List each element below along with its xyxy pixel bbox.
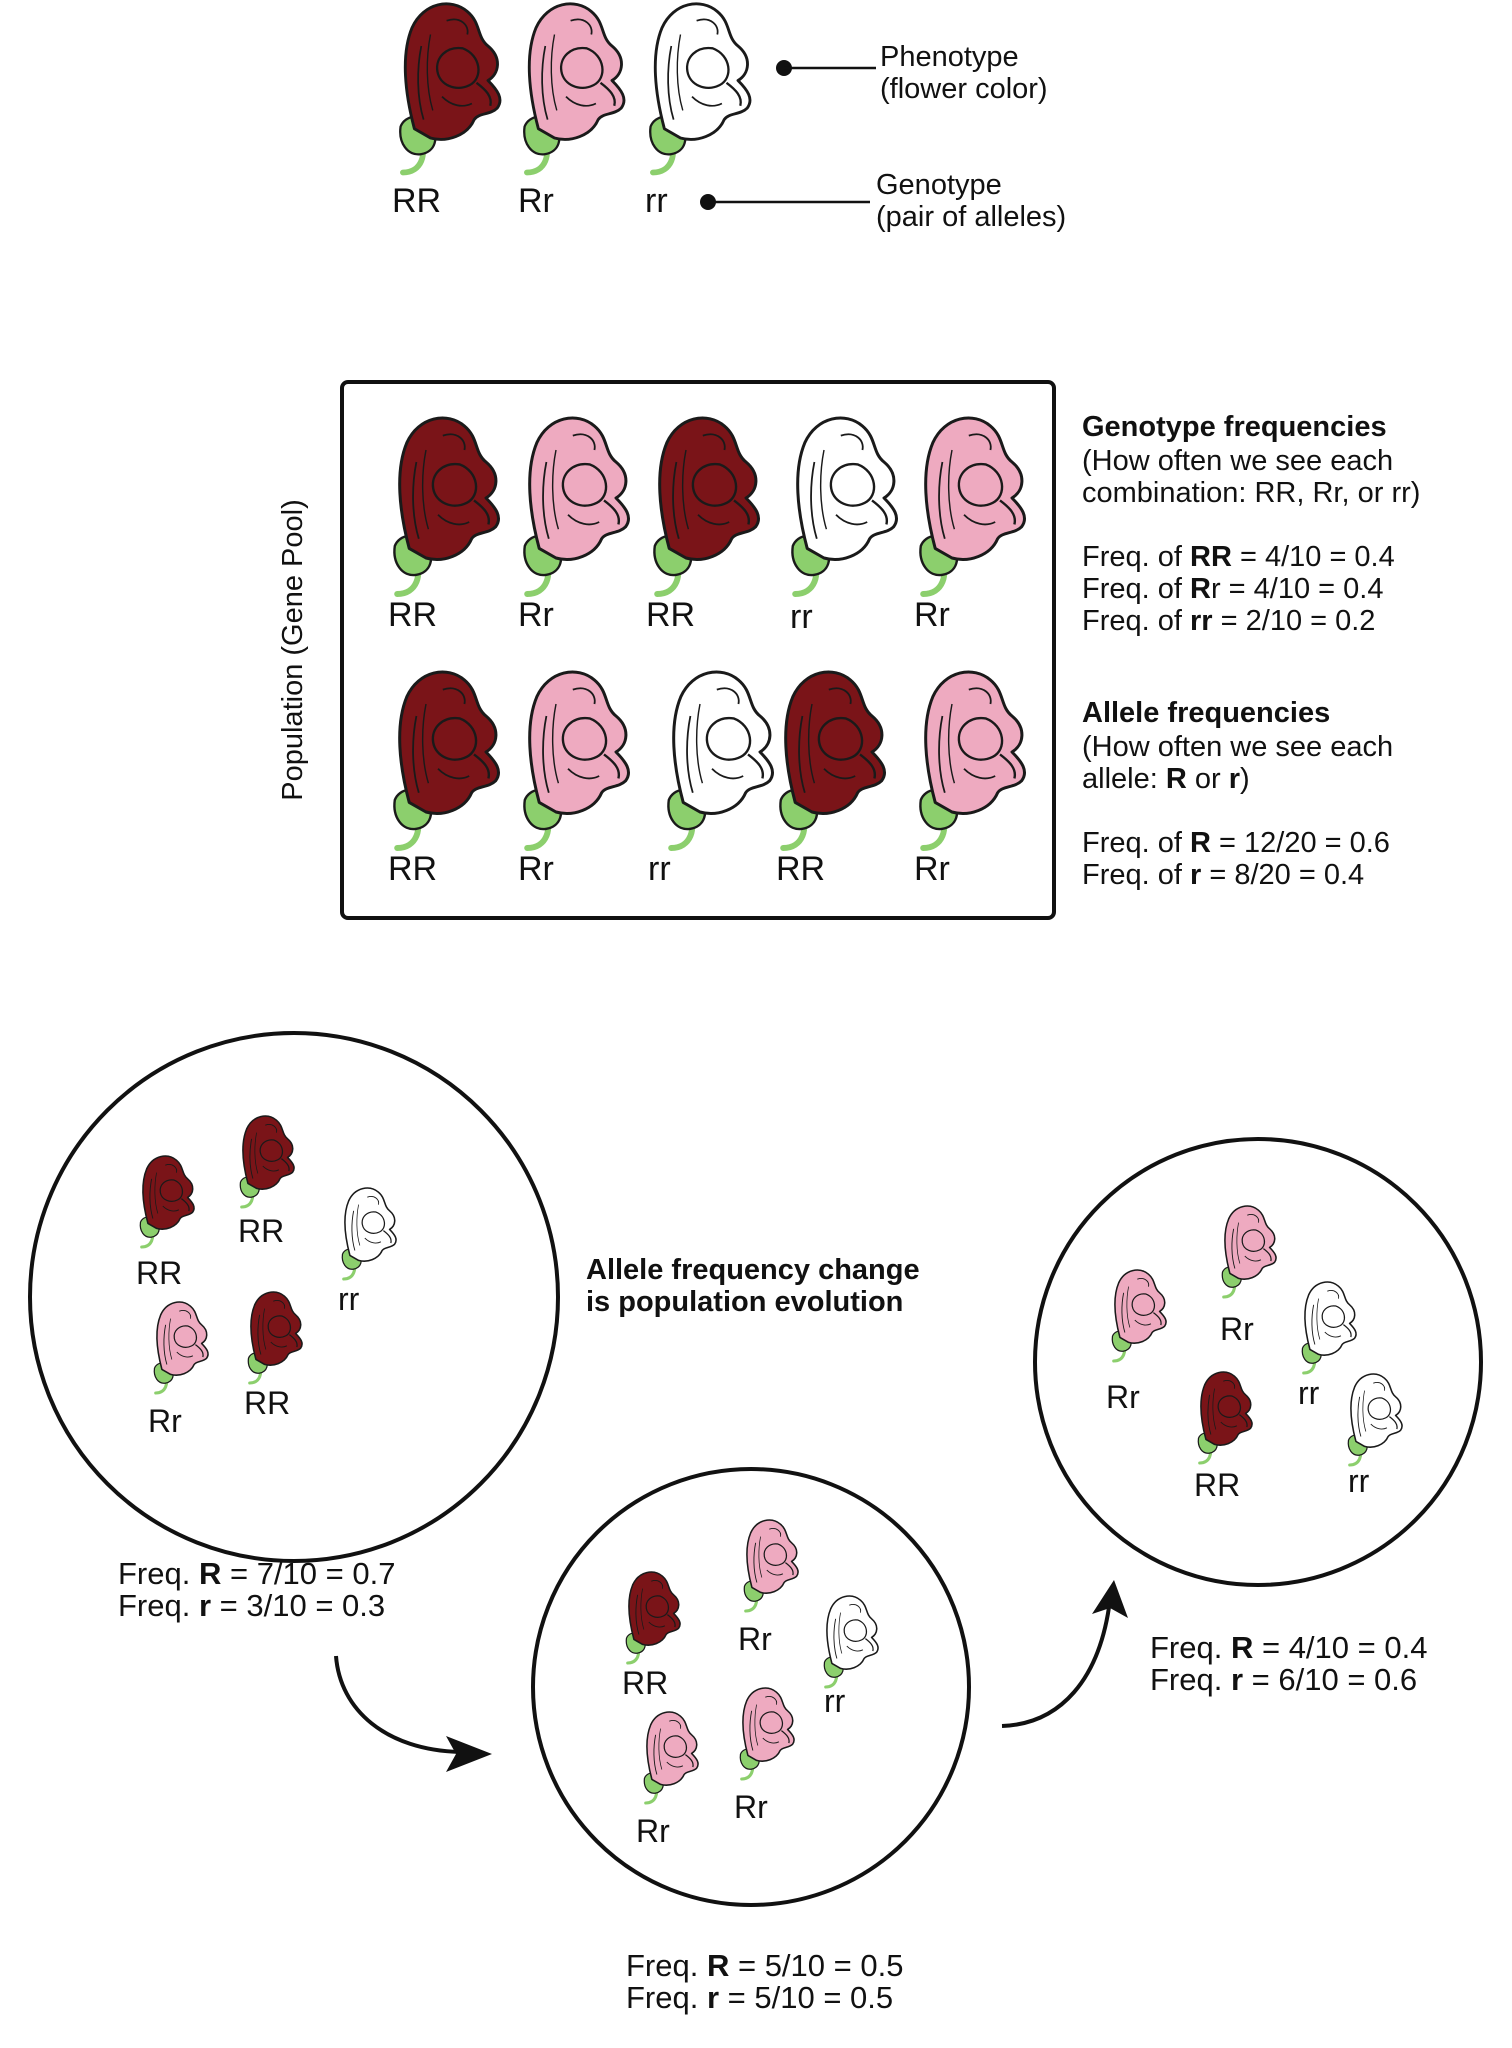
allele-frequency-line: Freq. of r = 8/20 = 0.4: [1082, 859, 1364, 891]
generation-2-frequency: Freq. r = 5/10 = 0.5: [626, 1980, 893, 2015]
generation-1-circle: [28, 1031, 560, 1563]
population-flower: [780, 672, 884, 848]
generation-flower: [138, 1154, 196, 1249]
arrow-gen2-to-gen3: [1001, 1599, 1112, 1728]
phenotype-sublabel: (flower color): [880, 73, 1048, 105]
generation-genotype-label: Rr: [1220, 1311, 1254, 1347]
legend-flower-white: [650, 4, 750, 173]
generation-1-frequency: Freq. R = 7/10 = 0.7: [118, 1556, 395, 1591]
allele-frequencies-heading: Allele frequencies: [1082, 697, 1330, 729]
population-flower: [668, 672, 772, 848]
arrow-head: [446, 1736, 492, 1772]
generation-flower: [742, 1518, 800, 1613]
genotype-frequency-line: Freq. of rr = 2/10 = 0.2: [1082, 605, 1375, 637]
population-genotype-label: Rr: [914, 596, 950, 634]
generation-genotype-label: RR: [1194, 1467, 1240, 1503]
legend-genotype-label: RR: [392, 182, 441, 220]
population-panel: Population (Gene Pool) RR Rr RR rr Rr RR…: [277, 380, 1056, 920]
generation-1: RR RR rr Rr RR Freq. R = 7/10 = 0.7 Freq…: [28, 1031, 560, 1623]
population-flower: [524, 418, 628, 594]
population-flower: [920, 672, 1024, 848]
population-flower: [394, 672, 498, 848]
allele-frequency-line: Freq. of R = 12/20 = 0.6: [1082, 827, 1390, 859]
generation-3: Rr Rr rr RR rr Freq. R = 4/10 = 0.4 Freq…: [1033, 1137, 1483, 1697]
arrow-gen1-to-gen2: [334, 1655, 461, 1754]
generation-genotype-label: RR: [136, 1255, 182, 1291]
population-genotype-label: RR: [388, 850, 437, 888]
population-side-label: Population (Gene Pool): [277, 499, 309, 800]
generation-flower: [1300, 1280, 1358, 1375]
generation-genotype-label: rr: [1348, 1463, 1370, 1499]
evolution-caption: is population evolution: [586, 1286, 903, 1318]
generation-flower: [340, 1186, 398, 1281]
population-genotype-label: Rr: [914, 850, 950, 888]
legend-genotype-label: Rr: [518, 182, 554, 220]
generation-2-frequency: Freq. R = 5/10 = 0.5: [626, 1948, 903, 1983]
generation-flower: [624, 1570, 682, 1665]
arrow-head: [1092, 1580, 1128, 1618]
generation-genotype-label: Rr: [636, 1813, 670, 1849]
genotype-label: Genotype: [876, 169, 1002, 201]
generation-genotype-label: RR: [244, 1385, 290, 1421]
genotype-frequency-line: Freq. of RR = 4/10 = 0.4: [1082, 541, 1395, 573]
population-flower: [394, 418, 498, 594]
genotype-frequencies-heading: Genotype frequencies: [1082, 411, 1387, 443]
generation-genotype-label: Rr: [1106, 1379, 1140, 1415]
generation-3-circle: [1033, 1137, 1483, 1587]
allele-frequencies-panel: Allele frequencies (How often we see eac…: [1082, 697, 1393, 891]
evolution-caption: Allele frequency change: [586, 1254, 920, 1286]
allele-frequencies-description: (How often we see each: [1082, 731, 1393, 763]
legend: RR Rr rr Phenotype (flower color) Genoty…: [392, 4, 1066, 233]
generation-3-frequency: Freq. r = 6/10 = 0.6: [1150, 1662, 1417, 1697]
generation-genotype-label: Rr: [734, 1789, 768, 1825]
generation-genotype-label: rr: [1298, 1375, 1320, 1411]
generation-3-frequency: Freq. R = 4/10 = 0.4: [1150, 1630, 1427, 1665]
legend-genotype-label: rr: [645, 182, 668, 220]
genotype-frequencies-description: combination: RR, Rr, or rr): [1082, 477, 1420, 509]
population-genotype-label: rr: [648, 850, 671, 888]
population-flower: [524, 672, 628, 848]
generation-genotype-label: Rr: [738, 1621, 772, 1657]
population-flower: [920, 418, 1024, 594]
generation-flower: [152, 1300, 210, 1395]
legend-flower-red: [400, 4, 500, 173]
generation-1-frequency: Freq. r = 3/10 = 0.3: [118, 1588, 385, 1623]
population-flower: [792, 418, 896, 594]
generation-2: RR Rr rr Rr Rr Freq. R = 5/10 = 0.5 Freq…: [531, 1467, 971, 2015]
generation-flower: [1346, 1372, 1404, 1467]
generation-genotype-label: RR: [622, 1665, 668, 1701]
population-genotype-label: Rr: [518, 850, 554, 888]
generation-genotype-label: RR: [238, 1213, 284, 1249]
allele-frequencies-description: allele: R or r): [1082, 763, 1250, 795]
genotype-frequencies-panel: Genotype frequencies (How often we see e…: [1082, 411, 1420, 637]
generation-2-circle: [531, 1467, 971, 1907]
population-flower: [654, 418, 758, 594]
population-genotype-label: RR: [646, 596, 695, 634]
population-genotype-label: Rr: [518, 596, 554, 634]
population-genotype-label: RR: [776, 850, 825, 888]
generation-flower: [738, 1686, 796, 1781]
legend-flower-pink: [524, 4, 624, 173]
generation-flower: [642, 1710, 700, 1805]
population-genotype-label: rr: [790, 598, 813, 636]
generation-genotype-label: rr: [338, 1281, 360, 1317]
generation-flower: [246, 1290, 304, 1385]
generation-genotype-label: Rr: [148, 1403, 182, 1439]
genotype-frequencies-description: (How often we see each: [1082, 445, 1393, 477]
phenotype-label: Phenotype: [880, 41, 1019, 73]
generation-flower: [1110, 1268, 1168, 1363]
population-box: [340, 380, 1056, 920]
generation-genotype-label: rr: [824, 1683, 846, 1719]
population-genotype-label: RR: [388, 596, 437, 634]
generation-flower: [238, 1114, 296, 1209]
generation-flower: [1196, 1370, 1254, 1465]
genotype-sublabel: (pair of alleles): [876, 201, 1066, 233]
genotype-frequency-line: Freq. of Rr = 4/10 = 0.4: [1082, 573, 1383, 605]
generation-flower: [822, 1594, 880, 1689]
generation-flower: [1220, 1204, 1278, 1299]
